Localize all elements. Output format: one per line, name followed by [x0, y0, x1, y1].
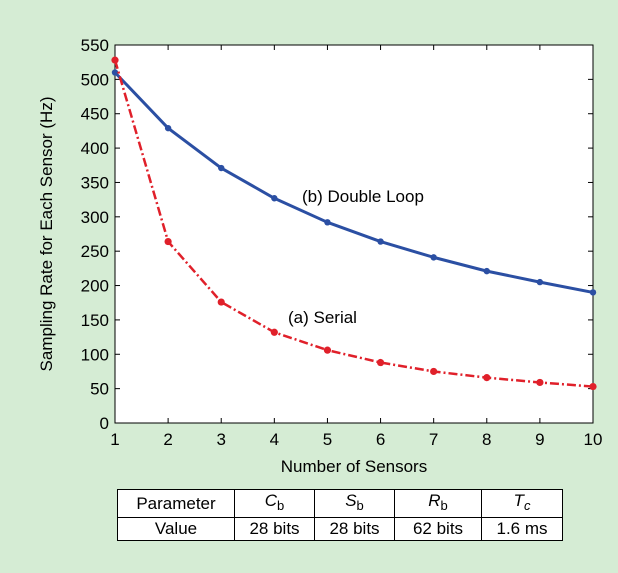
y-tick-label: 450 — [81, 105, 109, 124]
table-row-value: Value 28 bits 28 bits 62 bits 1.6 ms — [117, 517, 563, 541]
x-axis-title: Number of Sensors — [281, 457, 427, 476]
y-tick-label: 150 — [81, 311, 109, 330]
x-tick-label: 2 — [163, 430, 172, 449]
point-double-loop — [218, 164, 225, 172]
point-serial — [430, 367, 438, 376]
point-double-loop — [111, 69, 119, 76]
table-value-label: Value — [117, 517, 235, 541]
x-tick-label: 3 — [216, 430, 225, 449]
x-tick-label: 5 — [323, 430, 332, 449]
table-value-cb: 28 bits — [234, 517, 315, 541]
x-axis-ticks: 1 2 3 4 5 6 7 8 9 10 — [110, 45, 602, 449]
plot-area — [114, 44, 594, 424]
point-double-loop — [324, 219, 331, 226]
point-serial — [270, 328, 278, 336]
x-tick-label: 8 — [482, 430, 491, 449]
table-header-label: Parameter — [117, 489, 235, 518]
table-row-parameter: Parameter Cb Sb Rb Tc — [117, 489, 563, 518]
point-double-loop — [164, 124, 172, 132]
x-tick-label: 9 — [535, 430, 544, 449]
point-serial — [217, 298, 225, 306]
y-axis-title: Sampling Rate for Each Sensor (Hz) — [37, 97, 56, 372]
x-tick-label: 6 — [376, 430, 385, 449]
point-serial — [483, 374, 491, 382]
chart: 0 50 100 150 200 250 300 350 400 450 500 550 1 2 3 4 5 6… — [37, 36, 602, 476]
y-tick-label: 350 — [81, 173, 109, 192]
x-tick-label: 4 — [270, 430, 279, 449]
point-double-loop — [483, 267, 490, 275]
point-serial — [376, 358, 385, 367]
table-value-rb: 62 bits — [394, 517, 482, 541]
series-label-serial: (a) Serial — [288, 308, 357, 327]
point-double-loop — [589, 289, 597, 296]
y-tick-label: 500 — [81, 70, 109, 89]
y-tick-label: 300 — [81, 208, 109, 227]
point-serial — [323, 346, 332, 354]
series-line-serial — [113, 59, 594, 388]
table-symbol-sb: Sb — [314, 489, 395, 518]
y-tick-label: 50 — [90, 380, 109, 399]
point-serial — [111, 56, 119, 64]
table-symbol-tc: Tc — [481, 489, 563, 518]
x-tick-label: 10 — [584, 430, 603, 449]
table-symbol-cb: Cb — [234, 489, 315, 518]
y-tick-label: 0 — [100, 414, 109, 433]
y-tick-label: 400 — [81, 139, 109, 158]
point-double-loop — [271, 195, 278, 202]
point-double-loop — [536, 278, 544, 286]
point-serial — [164, 237, 172, 246]
series-line-double-loop — [113, 71, 594, 294]
table-value-tc: 1.6 ms — [481, 517, 563, 541]
y-tick-label: 250 — [81, 242, 109, 261]
series-layer — [111, 56, 597, 391]
point-double-loop — [377, 238, 384, 245]
x-tick-label: 7 — [429, 430, 438, 449]
parameter-table: Parameter Cb Sb Rb Tc Value 28 bits 28 b… — [117, 489, 563, 541]
point-serial — [589, 382, 597, 391]
y-tick-label: 100 — [81, 345, 109, 364]
table-value-sb: 28 bits — [314, 517, 395, 541]
y-axis-ticks: 0 50 100 150 200 250 300 350 400 450 500 550 — [81, 36, 593, 433]
point-serial — [536, 378, 544, 387]
x-tick-label: 1 — [110, 430, 119, 449]
y-tick-label: 550 — [81, 36, 109, 55]
y-tick-label: 200 — [81, 277, 109, 296]
point-double-loop — [430, 254, 437, 261]
series-label-double-loop: (b) Double Loop — [302, 187, 424, 206]
table-symbol-rb: Rb — [394, 489, 482, 518]
